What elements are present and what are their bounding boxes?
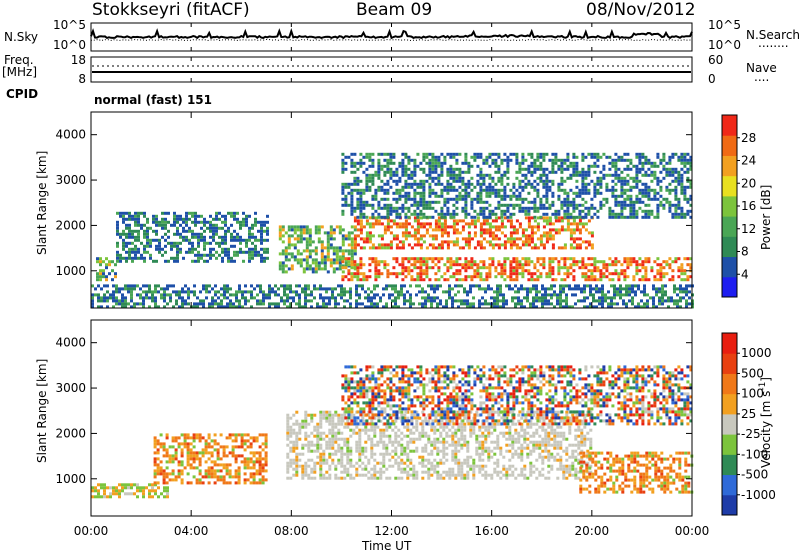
velocity-colorbar-label: Velocity [m s-1] <box>758 377 773 468</box>
x-tick-label: 12:00 <box>374 524 409 538</box>
x-tick-label: 00:00 <box>74 524 109 538</box>
colorbar-swatch <box>722 195 737 217</box>
colorbar-tick-label: 24 <box>741 154 756 168</box>
power-heatmap <box>91 152 694 309</box>
colorbar-swatch <box>722 333 737 354</box>
velocity-ylabel: Slant Range [km] <box>35 359 49 463</box>
freq-left-tick-bottom: 8 <box>78 72 86 86</box>
beam-title: Beam 09 <box>356 0 433 20</box>
freq-right-tick-top: 60 <box>708 53 723 67</box>
cpid-label: CPID <box>6 87 39 101</box>
y-tick-label: 3000 <box>55 173 86 187</box>
colorbar-tick-label: 25 <box>741 407 756 421</box>
colorbar-tick-label: 20 <box>741 176 756 190</box>
power-panel: 1000 2000 3000 4000 Slant Range [km] 4 8 12 16… <box>35 111 773 309</box>
colorbar-swatch <box>722 256 737 278</box>
colorbar-swatch <box>722 413 737 435</box>
power-ylabel: Slant Range [km] <box>35 151 49 255</box>
freq-panel: 18 8 60 0 <box>71 53 724 86</box>
colorbar-tick-label: 1000 <box>741 346 772 360</box>
x-tick-label: 04:00 <box>174 524 209 538</box>
velocity-panel: 1000 2000 3000 4000 Slant Range [km] 1000 50… <box>35 319 776 517</box>
colorbar-swatch <box>722 353 737 374</box>
y-tick-label: 4000 <box>55 128 86 142</box>
noise-right-tick-bottom: 10^0 <box>708 38 741 52</box>
x-axis: 00:00 04:00 08:00 12:00 16:00 20:00 00:00 <box>74 23 710 538</box>
noise-right-tick-top: 10^5 <box>708 18 741 32</box>
freq-unit-label: [MHz] <box>2 65 38 79</box>
y-tick-label: 1000 <box>55 264 86 278</box>
x-axis-label: Time UT <box>361 539 412 553</box>
cpid-value: normal (fast) 151 <box>94 93 212 107</box>
colorbar-swatch <box>722 474 737 496</box>
nave-line: .... <box>754 70 770 84</box>
date-title: 08/Nov/2012 <box>586 0 696 20</box>
colorbar-swatch <box>722 276 737 298</box>
velocity-heatmap <box>91 365 694 499</box>
colorbar-tick-label: 16 <box>741 199 756 213</box>
colorbar-tick-label: 12 <box>741 222 756 236</box>
colorbar-tick-label: -500 <box>741 468 768 482</box>
y-tick-label: 3000 <box>55 381 86 395</box>
colorbar-swatch <box>722 393 737 415</box>
noise-left-tick-top: 10^5 <box>53 18 86 32</box>
colorbar-swatch <box>722 373 737 395</box>
x-tick-label: 00:00 <box>675 524 710 538</box>
colorbar-swatch <box>722 236 737 258</box>
y-tick-label: 2000 <box>55 426 86 440</box>
noise-search-label: N.Search <box>746 28 800 42</box>
noise-sky-trace <box>90 27 693 40</box>
y-tick-label: 1000 <box>55 472 86 486</box>
colorbar-swatch <box>722 135 737 156</box>
nave-label: Nave <box>746 61 777 75</box>
freq-left-tick-top: 18 <box>71 53 86 67</box>
colorbar-tick-label: 4 <box>741 267 749 281</box>
velocity-colorbar: 1000 500 100 25 -25 -100 -500 -1000 <box>721 332 776 516</box>
colorbar-tick-label: 28 <box>741 131 756 145</box>
station-title: Stokkseyri (fitACF) <box>92 0 250 20</box>
colorbar-swatch <box>722 115 737 136</box>
noise-search-trace <box>90 38 693 42</box>
colorbar-swatch <box>722 434 737 455</box>
velocity-colorbar-label-text: Velocity [m s <box>759 391 773 468</box>
y-tick-label: 4000 <box>55 336 86 350</box>
x-tick-label: 20:00 <box>575 524 610 538</box>
noise-panel: 10^5 10^0 10^5 10^0 <box>53 18 741 52</box>
y-tick-label: 2000 <box>55 218 86 232</box>
colorbar-tick-label: 100 <box>741 387 764 401</box>
colorbar-tick-label: 500 <box>741 366 764 380</box>
colorbar-tick-label: 8 <box>741 245 749 259</box>
noise-left-tick-bottom: 10^0 <box>53 38 86 52</box>
power-colorbar-label: Power [dB] <box>759 185 773 250</box>
colorbar-swatch <box>722 155 737 177</box>
x-tick-label: 16:00 <box>474 524 509 538</box>
x-tick-label: 08:00 <box>274 524 309 538</box>
colorbar-tick-label: -100 <box>741 447 768 461</box>
freq-label: Freq. <box>4 53 34 67</box>
colorbar-tick-label: -25 <box>741 427 761 441</box>
noise-search-line: ........ <box>758 36 789 50</box>
freq-right-tick-bottom: 0 <box>708 72 716 86</box>
colorbar-swatch <box>722 175 737 197</box>
colorbar-swatch <box>722 494 737 516</box>
colorbar-swatch <box>722 216 737 237</box>
colorbar-swatch <box>722 454 737 476</box>
power-colorbar: 4 8 12 16 20 24 28 <box>721 114 756 298</box>
colorbar-tick-label: -1000 <box>741 488 776 502</box>
noise-sky-label: N.Sky <box>4 30 39 44</box>
